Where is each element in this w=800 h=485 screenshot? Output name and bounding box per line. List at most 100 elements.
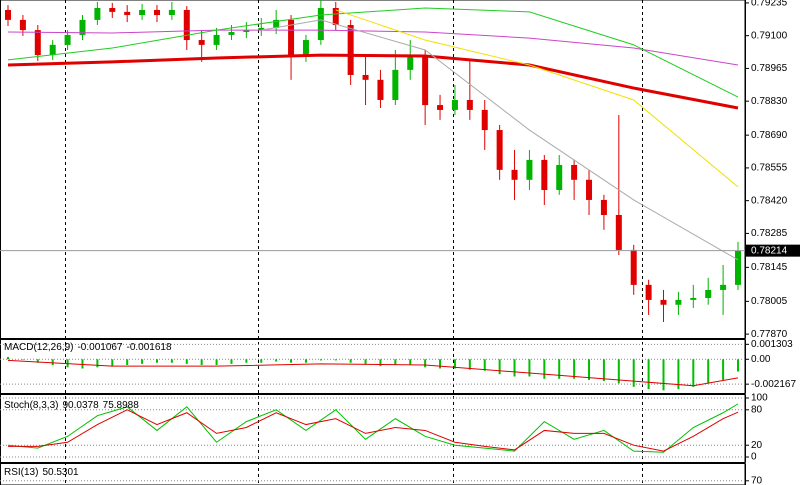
indicator-line: [7, 53, 739, 110]
indicator-line: [7, 403, 739, 453]
y-tick-label: 0.78965: [751, 63, 788, 74]
candle-body: [481, 109, 488, 131]
candle-body: [332, 8, 339, 25]
histogram-bar: [588, 359, 591, 380]
candle-body: [124, 11, 131, 16]
histogram-bar: [409, 359, 412, 366]
histogram-bar: [573, 359, 576, 379]
y-tick-label: 0.00: [751, 354, 771, 365]
histogram-bar: [36, 359, 39, 363]
histogram-bar: [290, 359, 293, 363]
histogram-bar: [215, 359, 218, 366]
indicator-line: [7, 359, 739, 387]
candle-body: [49, 44, 56, 56]
panel-title: RSI(13) 50.5301: [4, 467, 79, 478]
candle-body: [243, 30, 250, 33]
candle-body: [526, 159, 533, 180]
candle-body: [720, 284, 727, 290]
panel-title-part: RSI(13): [4, 467, 38, 478]
histogram-bar: [170, 359, 173, 363]
histogram-bar: [468, 359, 471, 370]
panel-title: Stoch(8,3,3) 90.0378 75.8988: [4, 400, 139, 411]
y-tick-label: 0.78420: [751, 195, 788, 206]
histogram-bar: [364, 359, 367, 364]
y-tick-label: 0.78555: [751, 163, 788, 174]
y-tick-label: 100: [751, 393, 768, 404]
y-tick-label: 20: [751, 440, 763, 451]
histogram-bar: [483, 359, 486, 371]
panel-title-part: -0.001067: [77, 342, 122, 353]
panel-title: MACD(12,26,9) -0.001067 -0.001618: [4, 342, 172, 353]
indicator-line: [335, 9, 739, 188]
y-tick-label: 0.77870: [751, 329, 788, 340]
histogram-bar: [21, 359, 24, 360]
y-tick-label: 0.78285: [751, 228, 788, 239]
candle-body: [392, 69, 399, 100]
histogram-bar: [275, 359, 278, 362]
current-price-label: 0.78214: [751, 245, 788, 256]
panel-title-part: 50.5301: [42, 467, 79, 478]
histogram-bar: [81, 359, 84, 369]
candle-body: [422, 55, 429, 106]
histogram-bar: [617, 359, 620, 384]
histogram-bar: [200, 359, 203, 366]
candle-body: [630, 249, 637, 285]
histogram-bar: [230, 359, 233, 364]
histogram-bar: [543, 359, 546, 379]
histogram-bar: [111, 359, 114, 367]
indicator-line: [7, 7, 739, 98]
histogram-bar: [737, 359, 739, 372]
y-tick-label: 0.78005: [751, 296, 788, 307]
candle-body: [213, 34, 220, 45]
candle-body: [407, 55, 414, 70]
candle-body: [362, 74, 369, 80]
y-tick-label: 0.79100: [751, 30, 788, 41]
candle-body: [19, 19, 26, 31]
histogram-bar: [394, 359, 397, 366]
candle-body: [64, 34, 71, 45]
candle-body: [451, 99, 458, 110]
histogram-bar: [126, 359, 129, 366]
y-tick-label: 80: [751, 404, 763, 415]
candle-body: [228, 32, 235, 35]
candle-body: [377, 79, 384, 100]
candle-body: [705, 289, 712, 298]
histogram-bar: [528, 359, 531, 377]
y-tick-label: 0.78145: [751, 262, 788, 273]
histogram-bar: [155, 359, 158, 363]
indicator-line: [8, 409, 739, 452]
candle-body: [183, 9, 190, 41]
candle-body: [317, 8, 324, 41]
histogram-bar: [141, 359, 144, 364]
candle-body: [437, 105, 444, 110]
y-tick-label: 0.001303: [751, 339, 793, 350]
histogram-bar: [185, 359, 188, 364]
histogram-bar: [7, 356, 9, 360]
histogram-bar: [424, 359, 427, 368]
candle-body: [556, 164, 563, 190]
candle-body: [302, 40, 309, 56]
histogram-bar: [662, 359, 665, 391]
histogram-bar: [498, 359, 501, 375]
histogram-bar: [692, 359, 695, 387]
candle-body: [466, 99, 473, 110]
candle-body: [511, 169, 518, 180]
price-tag-bg: [746, 244, 800, 257]
candle-body: [273, 19, 280, 28]
candle-body: [660, 299, 667, 305]
candle-body: [288, 19, 295, 56]
panel-title-part: Stoch(8,3,3): [4, 400, 58, 411]
indicator-line: [7, 29, 739, 66]
candle-body: [600, 199, 607, 215]
histogram-bar: [632, 359, 635, 387]
histogram-bar: [379, 359, 382, 367]
candle-body: [258, 27, 265, 31]
histogram-bar: [245, 359, 248, 363]
histogram-bar: [51, 359, 54, 366]
candle-body: [198, 40, 205, 45]
candle-body: [139, 9, 146, 16]
candle-body: [541, 159, 548, 190]
candle-body: [690, 297, 697, 300]
